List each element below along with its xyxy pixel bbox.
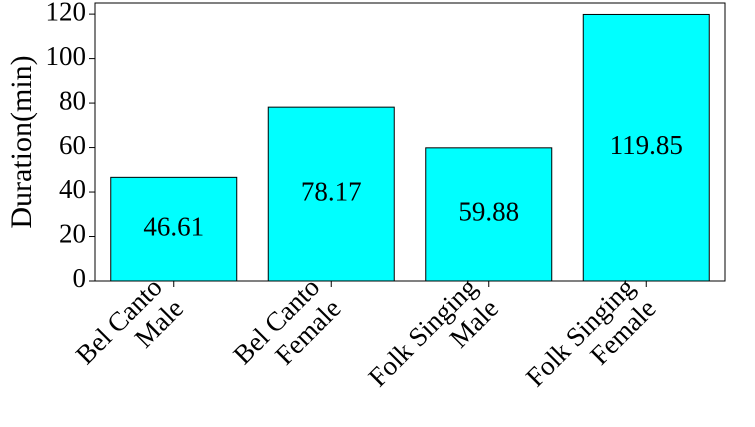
y-tick-label: 40 — [59, 174, 86, 204]
x-tick-label: Folk SingingFemale — [520, 272, 662, 414]
x-tick-label: Bel CantoMale — [70, 272, 189, 391]
y-tick-label: 0 — [73, 263, 87, 293]
x-tick-label: Bel CantoFemale — [227, 272, 346, 391]
y-tick-label: 20 — [59, 219, 86, 249]
y-tick-label: 100 — [46, 41, 87, 71]
value-label: 46.61 — [143, 211, 204, 241]
bar — [582, 13, 710, 282]
y-tick-label: 60 — [59, 130, 86, 160]
y-axis-label: Duration(min) — [5, 55, 38, 228]
y-tick-label: 120 — [46, 0, 87, 26]
y-tick-label: 80 — [59, 85, 86, 115]
x-tick-label: Folk SingingMale — [362, 272, 504, 414]
value-label: 59.88 — [458, 197, 519, 227]
bar — [267, 106, 395, 282]
value-label: 119.85 — [610, 130, 683, 160]
value-label: 78.17 — [301, 176, 362, 206]
plot-frame — [94, 2, 726, 282]
